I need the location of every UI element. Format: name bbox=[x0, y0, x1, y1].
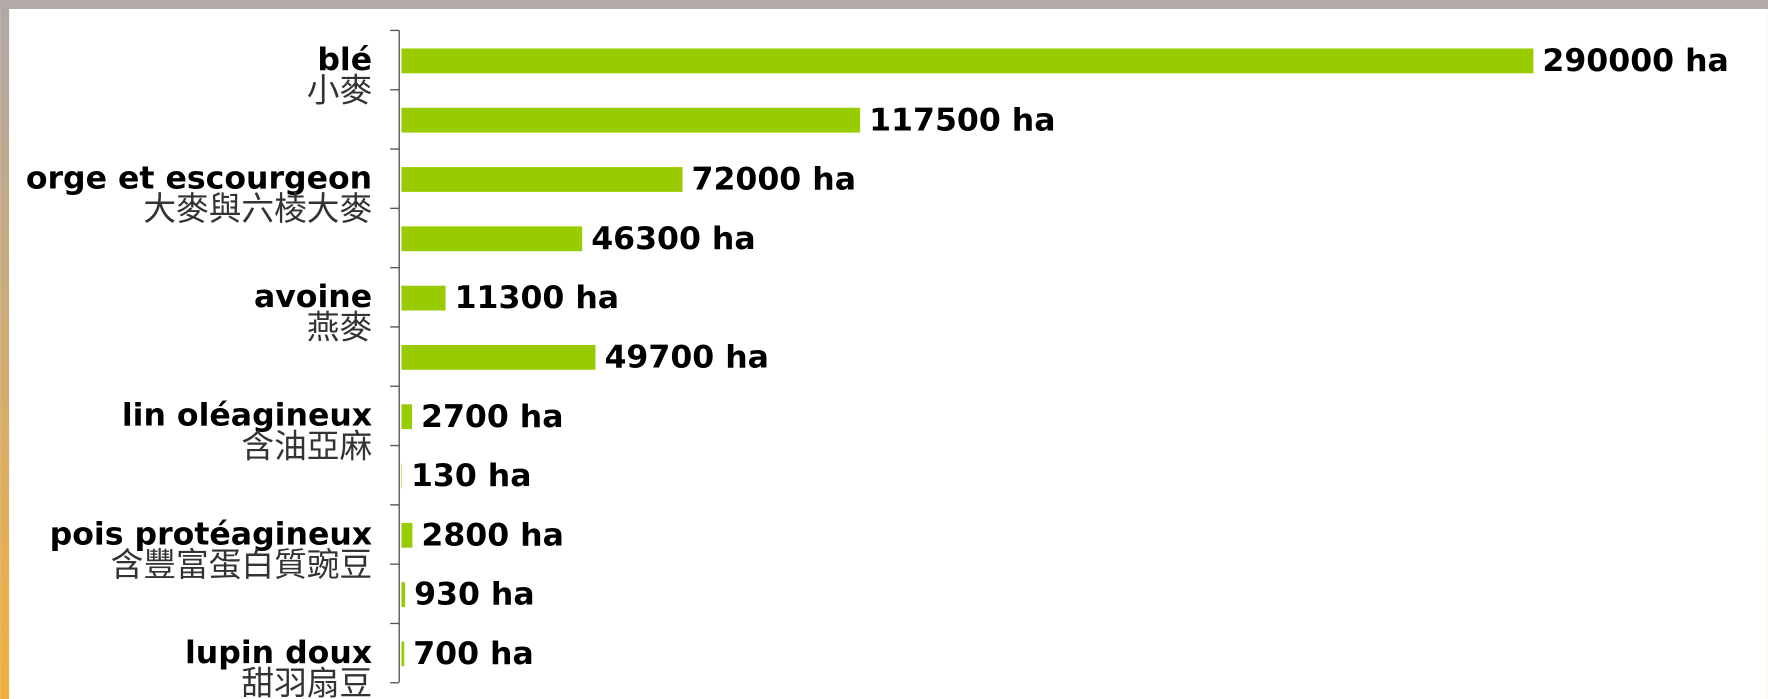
value-label: 117500 ha bbox=[869, 102, 1055, 138]
category-label: lupin doux bbox=[185, 635, 372, 671]
value-label: 700 ha bbox=[413, 636, 534, 672]
bar bbox=[401, 285, 446, 311]
bar bbox=[401, 226, 583, 252]
value-label: 130 ha bbox=[411, 458, 532, 494]
panel bbox=[9, 9, 1768, 699]
category-label: pois protéagineux bbox=[50, 516, 372, 552]
category-label: blé bbox=[317, 42, 372, 78]
bar bbox=[401, 641, 405, 667]
value-label: 46300 ha bbox=[591, 221, 755, 257]
bar bbox=[401, 107, 861, 133]
category-label: avoine bbox=[254, 279, 372, 315]
bar bbox=[401, 48, 1534, 74]
value-label: 72000 ha bbox=[692, 162, 856, 198]
value-label: 930 ha bbox=[414, 577, 535, 613]
bar bbox=[401, 463, 402, 489]
category-label-zh: 含油亞麻 bbox=[241, 427, 372, 465]
category-label: orge et escourgeon bbox=[26, 160, 372, 196]
value-label: 2700 ha bbox=[421, 399, 564, 435]
category-label-zh: 小麥 bbox=[307, 71, 372, 109]
bar bbox=[401, 582, 406, 608]
category-label-zh: 含豐富蛋白質豌豆 bbox=[111, 546, 373, 584]
category-label-zh: 燕麥 bbox=[307, 309, 372, 347]
value-label: 2800 ha bbox=[421, 517, 564, 553]
category-label-zh: 甜羽扇豆 bbox=[241, 664, 372, 699]
bar bbox=[401, 404, 413, 430]
category-label-zh: 大麥與六棱大麥 bbox=[143, 190, 372, 228]
value-label: 290000 ha bbox=[1542, 43, 1728, 79]
value-label: 11300 ha bbox=[455, 280, 619, 316]
value-label: 49700 ha bbox=[604, 340, 768, 376]
frame-top bbox=[0, 0, 1768, 10]
bar bbox=[401, 344, 596, 370]
bar bbox=[401, 522, 413, 548]
category-label: lin oléagineux bbox=[122, 398, 372, 434]
bar bbox=[401, 167, 683, 192]
